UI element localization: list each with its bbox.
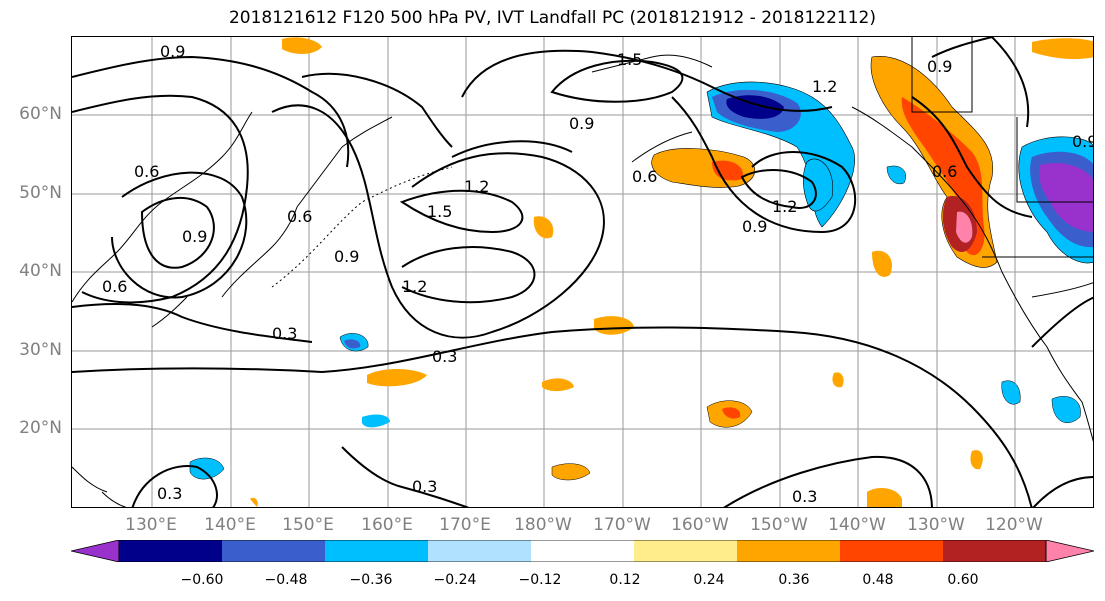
- colorbar-tick-label: −0.48: [264, 572, 308, 588]
- contour-label: 0.6: [134, 162, 159, 181]
- colorbar-outline: [118, 540, 1047, 562]
- colorbar-segment: [943, 540, 1047, 562]
- contour-label: 0.3: [272, 324, 297, 343]
- lon-label: 150°W: [750, 515, 808, 535]
- ivt-shading: [189, 37, 1093, 507]
- gridlines: [72, 37, 1093, 507]
- colorbar-segment: [531, 540, 635, 562]
- lon-label: 140°E: [204, 515, 256, 535]
- contour-label: 1.5: [617, 50, 642, 69]
- lon-label: 170°E: [439, 515, 491, 535]
- colorbar-tick-label: 0.12: [609, 572, 641, 588]
- contour-label-group: 0.9 1.5 1.2 0.9 0.6 1.2 1.5 0.6 0.9 1.2 …: [102, 42, 1094, 506]
- lat-label: 30°N: [19, 340, 62, 360]
- lon-label: 170°W: [593, 515, 651, 535]
- contour-label: 1.2: [812, 77, 837, 96]
- lat-label: 60°N: [19, 104, 62, 124]
- colorbar-tick-label: −0.36: [349, 572, 393, 588]
- contour-label: 0.9: [927, 57, 952, 76]
- colorbar-tick-label: −0.12: [518, 572, 562, 588]
- colorbar-segment: [222, 540, 326, 562]
- map-canvas: 0.9 1.5 1.2 0.9 0.6 1.2 1.5 0.6 0.9 1.2 …: [72, 37, 1094, 507]
- colorbar-tick-label: 0.48: [862, 572, 894, 588]
- lon-label: 150°E: [282, 515, 334, 535]
- lon-label: 180°W: [514, 515, 572, 535]
- contour-label: 1.2: [402, 277, 427, 296]
- contour-label: 0.9: [182, 227, 207, 246]
- contour-label: 0.6: [102, 277, 127, 296]
- map-title: 2018121612 F120 500 hPa PV, IVT Landfall…: [228, 8, 876, 28]
- lat-label: 20°N: [19, 418, 62, 438]
- lon-label: 130°E: [125, 515, 177, 535]
- lat-label: 50°N: [19, 183, 62, 203]
- map-panel: 0.9 1.5 1.2 0.9 0.6 1.2 1.5 0.6 0.9 1.2 …: [71, 36, 1094, 508]
- colorbar-tick-label: 0.60: [947, 572, 979, 588]
- lat-label: 40°N: [19, 261, 62, 281]
- contour-label: 0.9: [1072, 132, 1094, 151]
- colorbar-extend-max: [1045, 540, 1094, 562]
- lon-label: 120°W: [985, 515, 1043, 535]
- colorbar: [71, 540, 1094, 562]
- colorbar-segment: [737, 540, 841, 562]
- colorbar-segment: [119, 540, 223, 562]
- lon-label: 130°W: [907, 515, 965, 535]
- contour-label: 0.9: [742, 217, 767, 236]
- contour-label: 0.3: [792, 487, 817, 506]
- colorbar-tick-label: 0.24: [693, 572, 725, 588]
- contour-label: 1.2: [464, 177, 489, 196]
- colorbar-tick-label: −0.24: [433, 572, 477, 588]
- contour-label: 0.3: [412, 477, 437, 496]
- colorbar-segment: [428, 540, 532, 562]
- lon-label: 160°E: [361, 515, 413, 535]
- contour-label: 0.9: [334, 247, 359, 266]
- colorbar-segments: [71, 540, 1094, 562]
- contour-label: 0.6: [932, 162, 957, 181]
- contour-label: 0.3: [157, 484, 182, 503]
- contour-label: 1.5: [427, 202, 452, 221]
- colorbar-extend-min: [71, 540, 120, 562]
- colorbar-tick-label: −0.60: [180, 572, 224, 588]
- pv-contours: [72, 37, 1093, 507]
- contour-label: 0.9: [160, 42, 185, 61]
- contour-label: 0.9: [569, 114, 594, 133]
- contour-label: 1.2: [772, 197, 797, 216]
- lon-label: 160°W: [671, 515, 729, 535]
- colorbar-segment: [634, 540, 738, 562]
- contour-label: 0.6: [287, 207, 312, 226]
- contour-label: 0.6: [632, 167, 657, 186]
- contour-label: 0.3: [432, 347, 457, 366]
- lon-label: 140°W: [828, 515, 886, 535]
- colorbar-tick-label: 0.36: [778, 572, 810, 588]
- colorbar-segment: [840, 540, 944, 562]
- colorbar-segment: [325, 540, 429, 562]
